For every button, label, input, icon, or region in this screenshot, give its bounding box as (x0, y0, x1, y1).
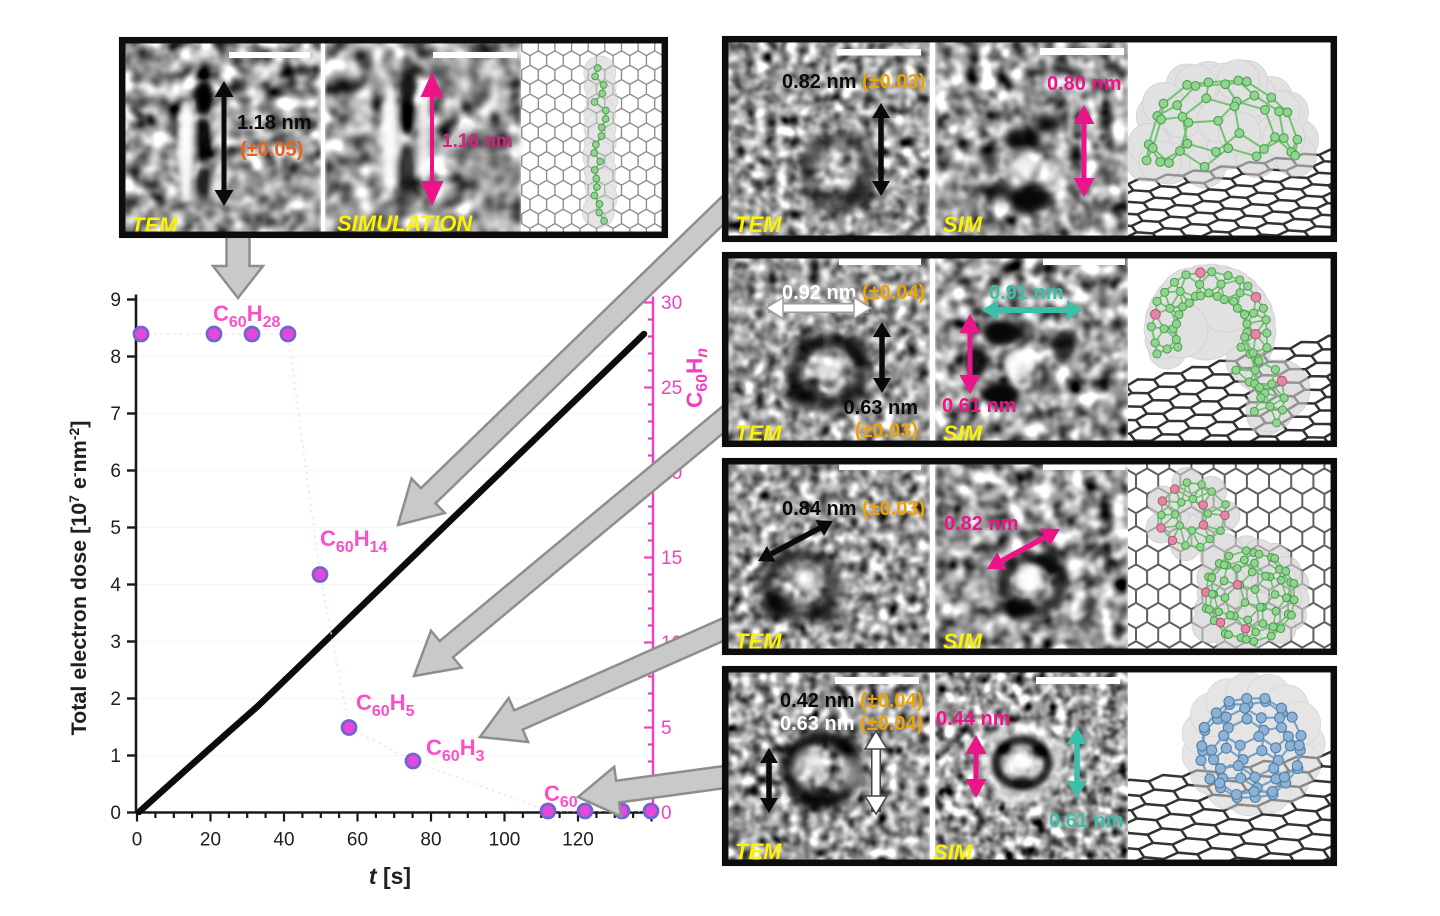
svg-text:(±0.05): (±0.05) (240, 139, 303, 161)
svg-text:80: 80 (420, 830, 441, 851)
svg-text:6: 6 (110, 461, 121, 482)
svg-text:0.63 nm (±0.04): 0.63 nm (±0.04) (780, 713, 923, 735)
svg-text:1.16 nm: 1.16 nm (442, 131, 513, 152)
svg-text:SIM: SIM (943, 629, 983, 654)
svg-text:0: 0 (661, 803, 672, 824)
svg-text:0: 0 (110, 803, 121, 824)
svg-text:7: 7 (110, 404, 121, 425)
svg-text:C60H28: C60H28 (213, 301, 280, 331)
svg-text:SIM: SIM (943, 212, 983, 237)
svg-text:0.44 nm: 0.44 nm (936, 708, 1010, 730)
svg-text:5: 5 (110, 518, 121, 539)
svg-text:C60H5: C60H5 (356, 690, 415, 720)
svg-text:t [s]: t [s] (369, 863, 411, 889)
svg-text:0.63 nm: 0.63 nm (844, 397, 918, 419)
svg-text:4: 4 (110, 575, 121, 596)
svg-text:TEM: TEM (131, 213, 178, 238)
svg-text:9: 9 (110, 290, 121, 311)
svg-text:100: 100 (489, 830, 521, 851)
svg-text:C60H3: C60H3 (426, 735, 485, 765)
svg-text:1: 1 (110, 746, 121, 767)
svg-text:8: 8 (110, 347, 121, 368)
svg-text:SIM: SIM (943, 421, 983, 446)
svg-text:(±0.03): (±0.03) (855, 420, 918, 442)
svg-text:0.82 nm: 0.82 nm (944, 513, 1018, 535)
svg-text:25: 25 (661, 378, 682, 399)
svg-text:40: 40 (273, 830, 294, 851)
svg-text:0: 0 (132, 830, 143, 851)
svg-text:5: 5 (661, 718, 672, 739)
svg-text:3: 3 (110, 632, 121, 653)
svg-text:60: 60 (347, 830, 368, 851)
svg-text:30: 30 (661, 293, 682, 314)
svg-text:0.91 nm: 0.91 nm (989, 282, 1063, 304)
svg-text:SIMULATION: SIMULATION (337, 211, 473, 236)
svg-text:15: 15 (661, 548, 682, 569)
svg-text:TEM: TEM (735, 212, 782, 237)
svg-text:0.42 nm (±0.04): 0.42 nm (±0.04) (780, 690, 923, 712)
svg-text:0.92 nm (±0.04): 0.92 nm (±0.04) (782, 282, 925, 304)
svg-text:TEM: TEM (735, 421, 782, 446)
svg-text:C60H14: C60H14 (320, 526, 387, 556)
svg-text:C60Hn: C60Hn (682, 348, 711, 408)
svg-text:1.18 nm: 1.18 nm (237, 112, 311, 134)
svg-text:Total electron dose [107 e-nm-: Total electron dose [107 e-nm-2] (66, 421, 91, 736)
svg-text:TEM: TEM (735, 839, 782, 864)
svg-text:20: 20 (200, 830, 221, 851)
svg-text:0.84 nm (±0.03): 0.84 nm (±0.03) (782, 498, 925, 520)
svg-text:0.82 nm (±0.03): 0.82 nm (±0.03) (782, 71, 925, 93)
svg-text:SIM: SIM (933, 840, 973, 865)
svg-text:2: 2 (110, 689, 121, 710)
svg-text:0.61 nm: 0.61 nm (1049, 810, 1123, 832)
svg-text:120: 120 (562, 830, 594, 851)
svg-text:0.61 nm: 0.61 nm (942, 395, 1016, 417)
svg-text:0.80 nm: 0.80 nm (1047, 73, 1121, 95)
svg-text:TEM: TEM (735, 629, 782, 654)
